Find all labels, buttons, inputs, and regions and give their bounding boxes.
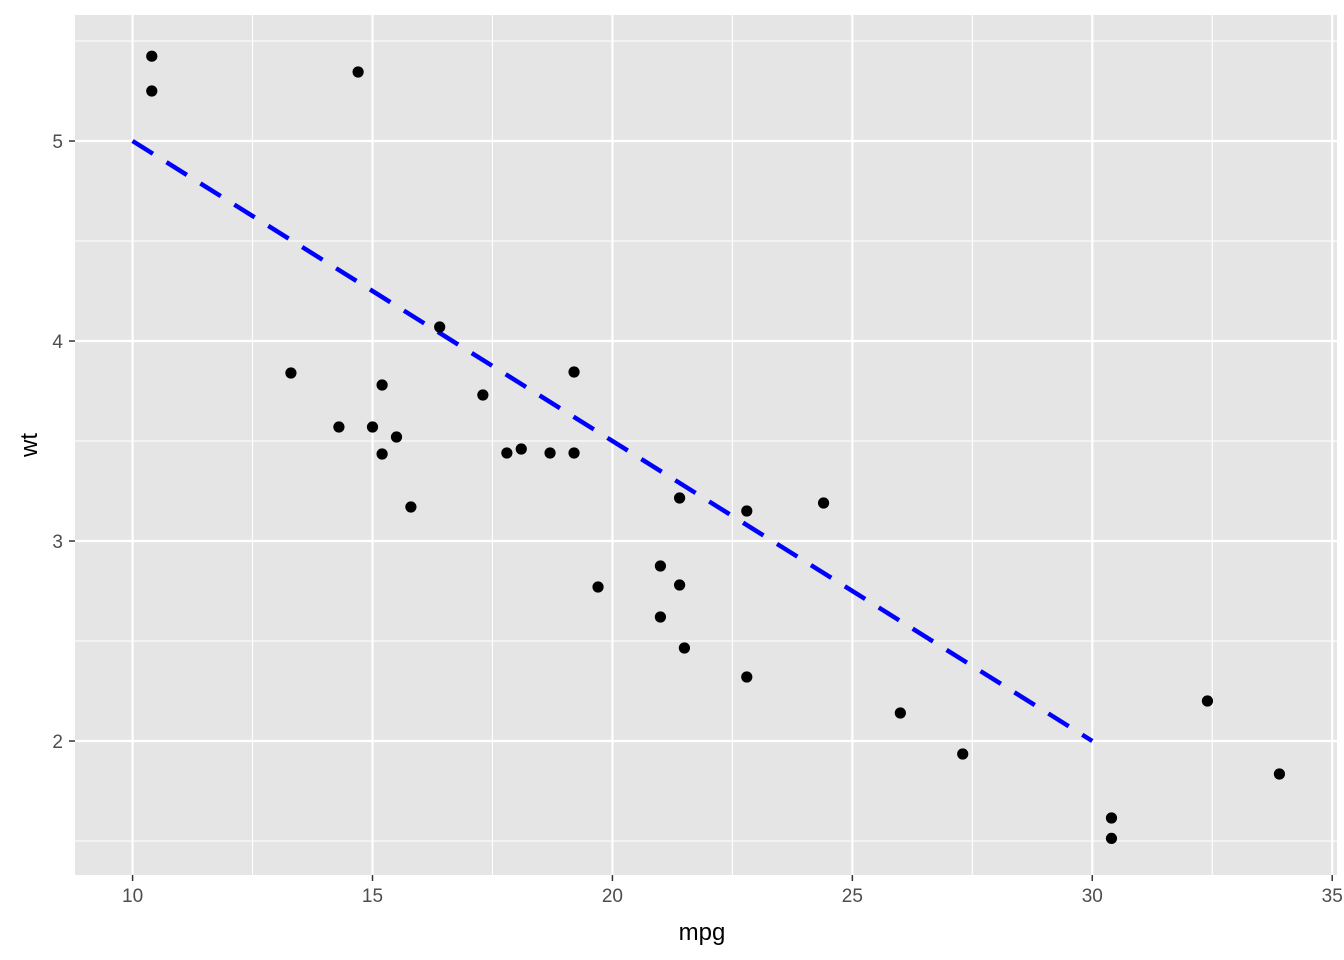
y-tick-label: 4 [52, 332, 63, 353]
data-point [352, 66, 364, 78]
data-point [592, 581, 604, 593]
data-point [674, 579, 686, 591]
data-point [1201, 695, 1214, 707]
data-point [654, 611, 667, 623]
data-point [376, 448, 388, 460]
x-axis-title: mpg [679, 919, 726, 946]
x-tick-label: 10 [122, 886, 143, 907]
data-point [894, 707, 906, 719]
x-tick-label: 20 [602, 886, 623, 907]
data-point [817, 497, 830, 509]
data-point [674, 492, 686, 504]
data-point [515, 443, 527, 455]
x-tick-label: 30 [1082, 886, 1103, 907]
reference-line [131, 139, 1094, 743]
data-point [434, 321, 446, 333]
data-point [366, 421, 379, 433]
minor-grid [75, 15, 1337, 875]
data-point [741, 505, 753, 517]
data-point [544, 447, 556, 459]
y-axis-title: wt [16, 433, 43, 458]
data-point [501, 447, 513, 459]
data-point [390, 431, 403, 443]
x-axis: 10 15 20 25 30 35 [122, 875, 1343, 907]
data-point [285, 367, 297, 379]
data-point [1273, 768, 1286, 780]
data-point [741, 671, 753, 683]
data-point [376, 379, 388, 391]
data-point [146, 85, 158, 97]
points-layer [146, 50, 1286, 845]
x-tick-label: 15 [362, 886, 383, 907]
data-point [146, 50, 158, 62]
major-grid [75, 15, 1337, 875]
data-point [568, 447, 580, 459]
y-tick-label: 5 [52, 132, 63, 153]
data-point [1105, 812, 1118, 824]
data-point [654, 560, 667, 572]
reference-line-layer [131, 139, 1094, 743]
y-axis: 2 3 4 5 [52, 132, 75, 753]
y-tick-label: 3 [52, 532, 63, 553]
data-point [333, 421, 345, 433]
x-tick-label: 25 [842, 886, 863, 907]
x-tick-label: 35 [1322, 886, 1343, 907]
plot-panel [75, 15, 1337, 875]
data-point [957, 748, 969, 760]
data-point [477, 389, 489, 401]
data-point [678, 642, 691, 654]
data-point [405, 501, 417, 513]
data-point [568, 366, 580, 378]
data-point [1105, 832, 1118, 845]
y-tick-label: 2 [52, 732, 63, 753]
